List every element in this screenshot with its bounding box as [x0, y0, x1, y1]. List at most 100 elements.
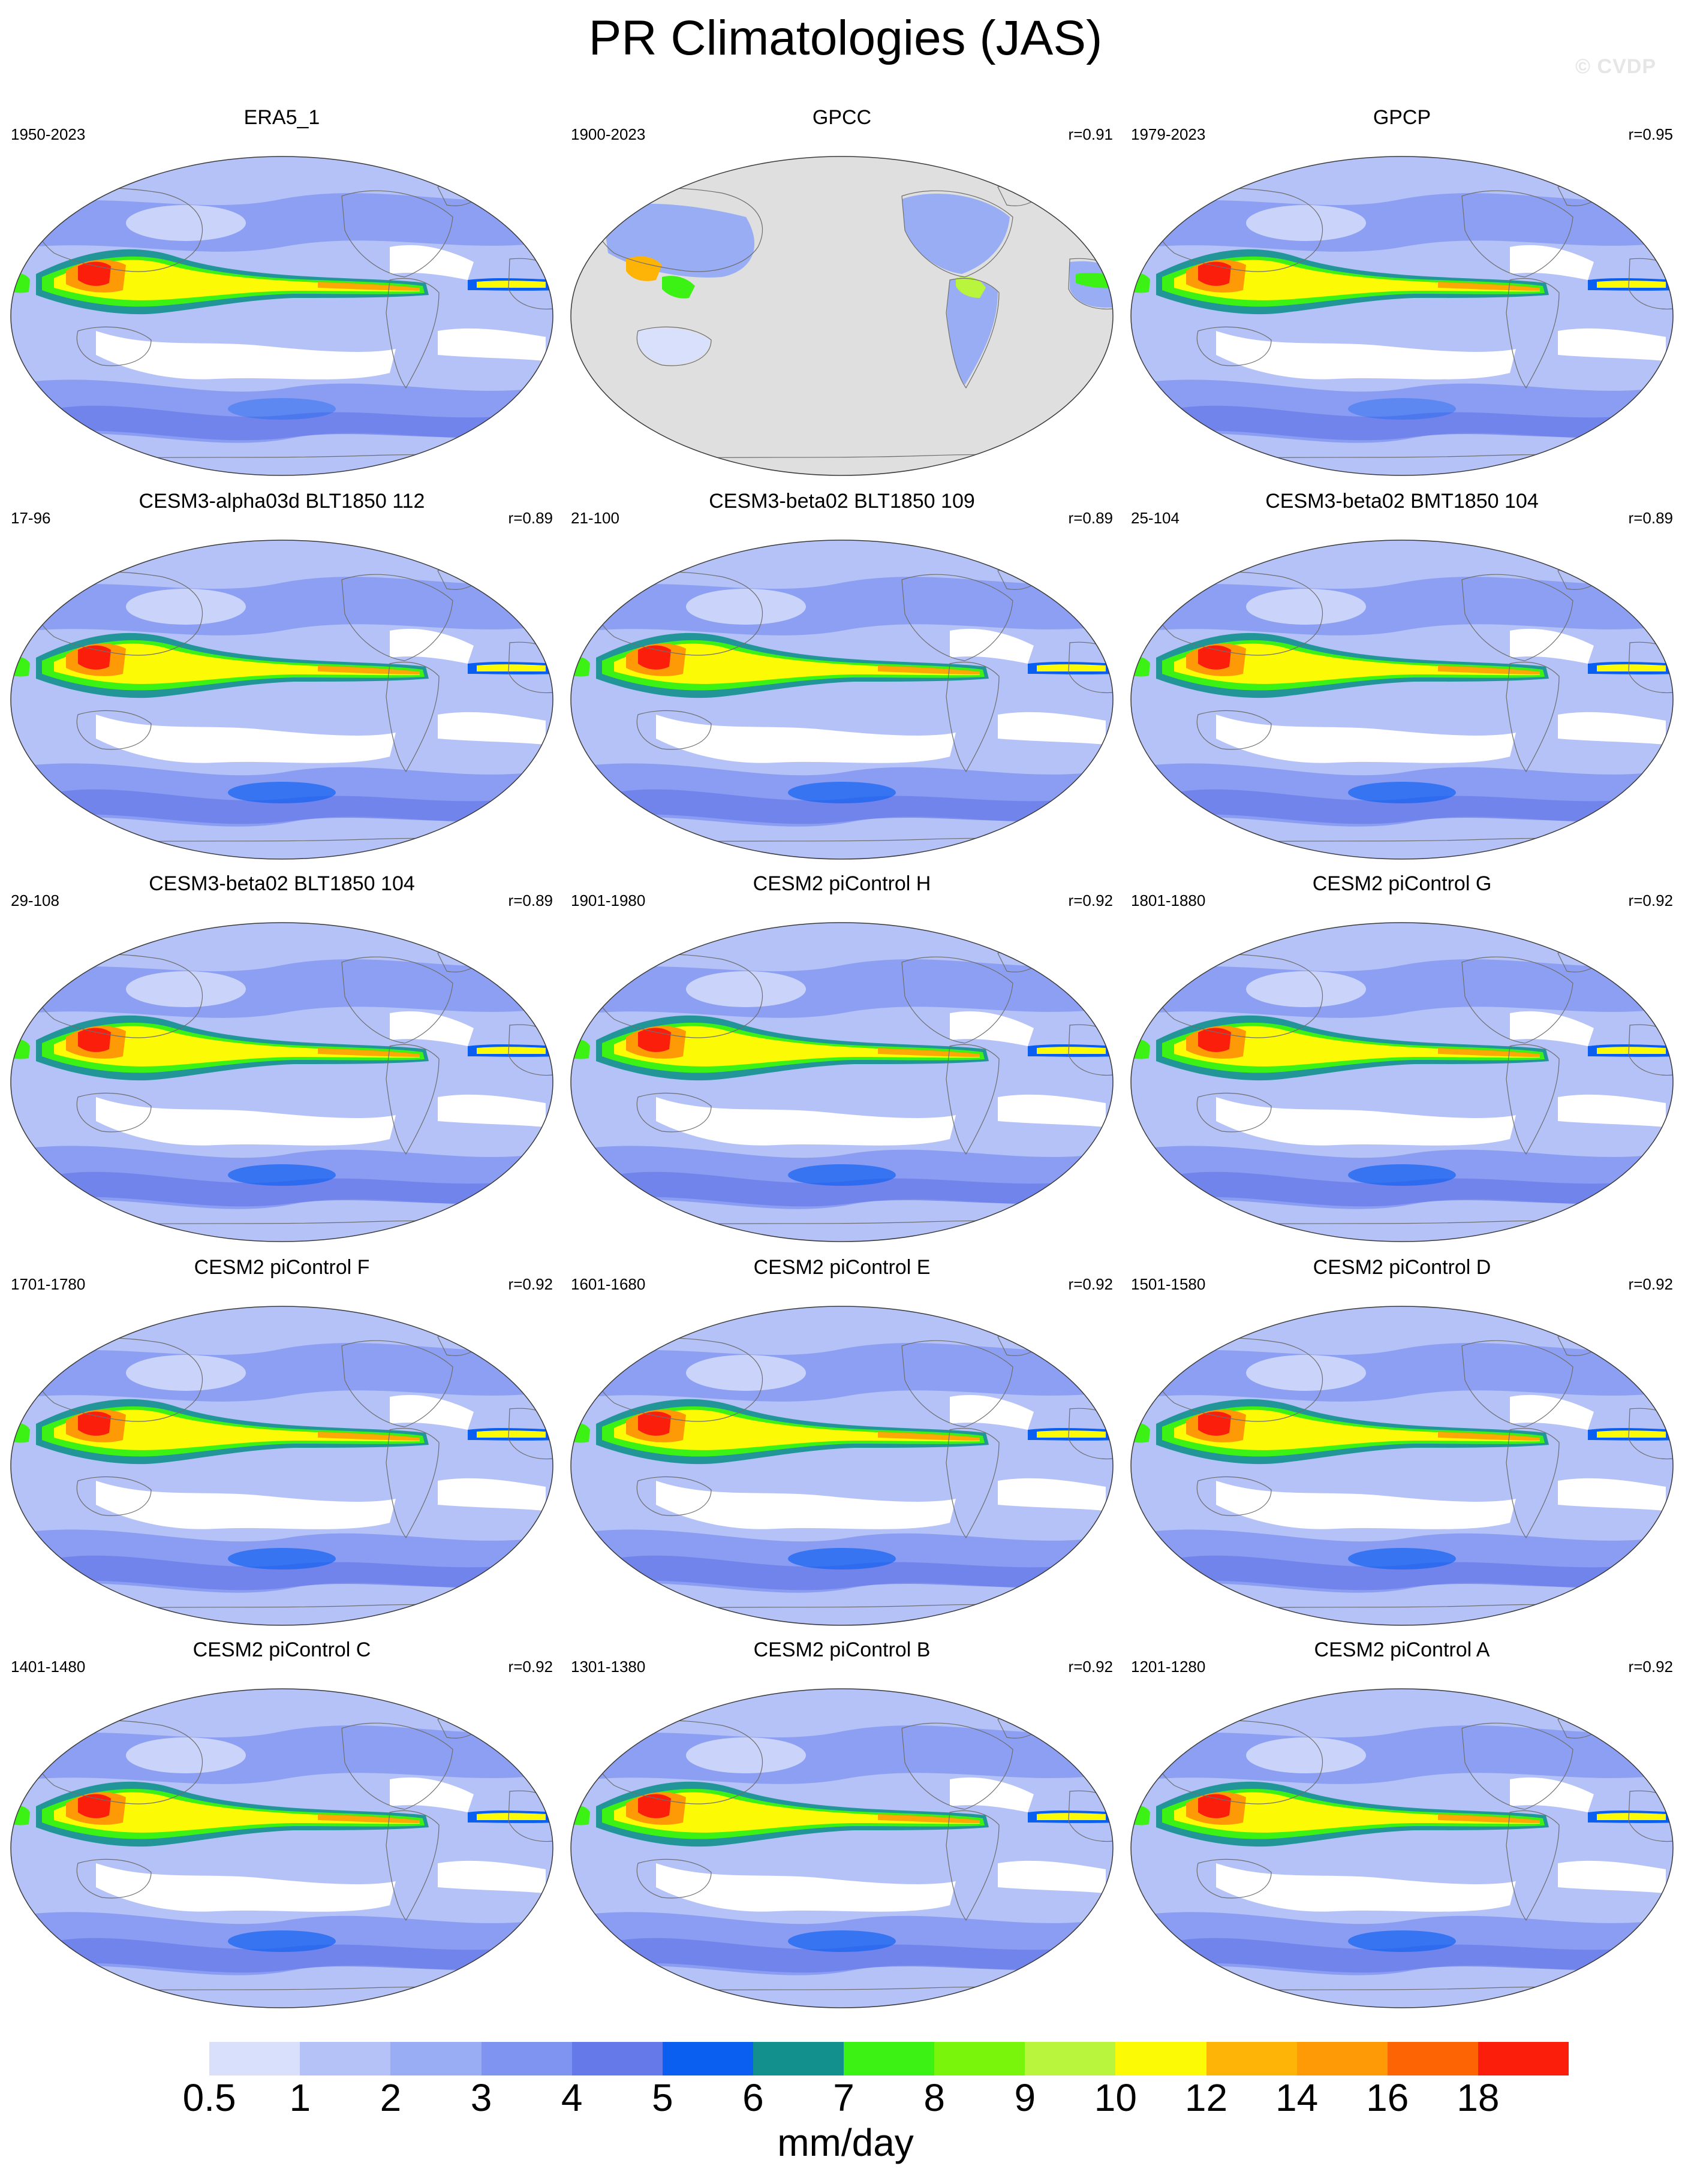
panel-period: 1979-2023 [1131, 125, 1206, 143]
asia-dry-region [126, 1355, 246, 1391]
africa-coast [1628, 1790, 1673, 1842]
colorbar-tick-label: 6 [742, 2076, 764, 2119]
africa-coast [1628, 1024, 1673, 1076]
south-pacific-wet-patch [788, 1548, 896, 1570]
panel-correlation: r=0.92 [1628, 891, 1673, 909]
north-pacific-dry-zone [390, 1394, 474, 1430]
south-pacific-wet-patch [228, 1930, 336, 1952]
colorbar-units: mm/day [777, 2121, 914, 2164]
panel-period: 1601-1680 [571, 1275, 646, 1293]
south-atlantic-dry-zone [998, 1094, 1106, 1127]
north-america-coast [341, 1722, 453, 1810]
south-america-coast [946, 661, 1000, 773]
asia-dry-region [126, 205, 246, 241]
colorbar-tick-label: 12 [1184, 2076, 1228, 2119]
precip-map [570, 1306, 1114, 1626]
itcz-yellow [614, 1409, 980, 1450]
south-pacific-dry-zone [96, 1097, 396, 1146]
colorbar-tick-label: 8 [923, 2076, 945, 2119]
precip-map [1130, 1688, 1674, 2008]
north-storm-track [1131, 193, 1673, 252]
precip-map [570, 540, 1114, 860]
south-pacific-dry-zone [656, 1863, 956, 1912]
africa-coast [1628, 641, 1673, 694]
north-america-coast [901, 956, 1013, 1044]
africa-coast [508, 1024, 553, 1076]
watermark: © CVDP [1575, 55, 1656, 78]
atlantic-itcz-core [1597, 664, 1666, 671]
itcz-yellow [1174, 643, 1540, 684]
colorbar-tick-label: 2 [380, 2076, 402, 2119]
panel-correlation: r=0.91 [1068, 125, 1113, 143]
africa-coast [1628, 1408, 1673, 1460]
colorbar-swatch [844, 2042, 935, 2075]
north-america-coast [901, 574, 1013, 661]
panel-correlation: r=0.92 [1068, 1658, 1113, 1676]
north-storm-track [571, 1725, 1113, 1784]
map-border [10, 540, 553, 860]
australia-land [637, 328, 710, 364]
south-pacific-dry-zone [1216, 715, 1516, 763]
precip-map [10, 922, 553, 1242]
south-atlantic-dry-zone [998, 1860, 1106, 1893]
south-pacific-wet-patch [228, 398, 336, 420]
precip-map [1130, 540, 1674, 860]
colorbar-tick-label: 0.5 [182, 2076, 236, 2119]
atlantic-itcz-core [1037, 664, 1106, 671]
map-border [1130, 540, 1674, 860]
south-atlantic-dry-zone [438, 328, 546, 361]
map-border [570, 922, 1114, 1242]
south-atlantic-dry-zone [1558, 328, 1666, 361]
south-pacific-dry-zone [1216, 1863, 1516, 1912]
south-pacific-wet-patch [228, 782, 336, 803]
panel-title: GPCP [1373, 106, 1431, 129]
panel-title: CESM3-beta02 BLT1850 109 [709, 490, 975, 513]
south-america-coast [386, 278, 440, 389]
warm-pool-core [78, 1794, 111, 1818]
north-storm-track [11, 193, 553, 252]
australia-coast [1196, 1476, 1272, 1516]
map-border [10, 1306, 553, 1626]
panel-period: 17-96 [11, 509, 51, 527]
southern-ocean-band [1174, 405, 1642, 441]
warm-pool-core [1198, 1794, 1231, 1818]
north-storm-track [571, 577, 1113, 635]
itcz-yellow [54, 1409, 420, 1450]
map-panel: CESM2 piControl B 1301-1380 r=0.92 [560, 1635, 1124, 2019]
australia-coast [1196, 1858, 1272, 1899]
panel-correlation: r=0.92 [1628, 1658, 1673, 1676]
east-pacific-itcz-core [1438, 1432, 1540, 1441]
north-pacific-dry-zone [950, 628, 1034, 664]
colorbar-swatch [1296, 2042, 1388, 2075]
south-pacific-dry-zone [656, 1481, 956, 1529]
panel-period: 1701-1780 [11, 1275, 86, 1293]
precip-map [10, 1688, 553, 2008]
north-america-coast [341, 956, 453, 1044]
warm-pool-core [638, 1794, 671, 1818]
precip-map [570, 1688, 1114, 2008]
south-pacific-dry-zone [96, 1481, 396, 1529]
panel-title: CESM2 piControl G [1312, 872, 1492, 895]
panel-period: 21-100 [571, 509, 619, 527]
north-pacific-dry-zone [1510, 245, 1594, 280]
precip-map [570, 156, 1114, 476]
colorbar-swatch [1387, 2042, 1478, 2075]
panel-title: CESM2 piControl C [192, 1638, 371, 1661]
colorbar-tick-label: 14 [1275, 2076, 1319, 2119]
north-pacific-dry-zone [1510, 628, 1594, 664]
southern-ocean-band [1174, 1938, 1642, 1973]
australia-coast [636, 1092, 712, 1132]
panel-correlation: r=0.92 [1628, 1275, 1673, 1293]
colorbar-tick-label: 4 [561, 2076, 583, 2119]
map-panel: CESM2 piControl H 1901-1980 r=0.92 [560, 869, 1124, 1253]
panel-period: 1950-2023 [11, 125, 86, 143]
north-america-coast [341, 1340, 453, 1427]
africa-coast [508, 1790, 553, 1842]
panel-title: CESM2 piControl E [753, 1256, 931, 1279]
north-pacific-dry-zone [1510, 1777, 1594, 1812]
panel-title: GPCC [812, 106, 872, 129]
map-panel: CESM2 piControl C 1401-1480 r=0.92 [0, 1635, 564, 2019]
precip-map [1130, 1306, 1674, 1626]
south-america-coast [386, 1044, 440, 1155]
panel-correlation: r=0.92 [1068, 1275, 1113, 1293]
